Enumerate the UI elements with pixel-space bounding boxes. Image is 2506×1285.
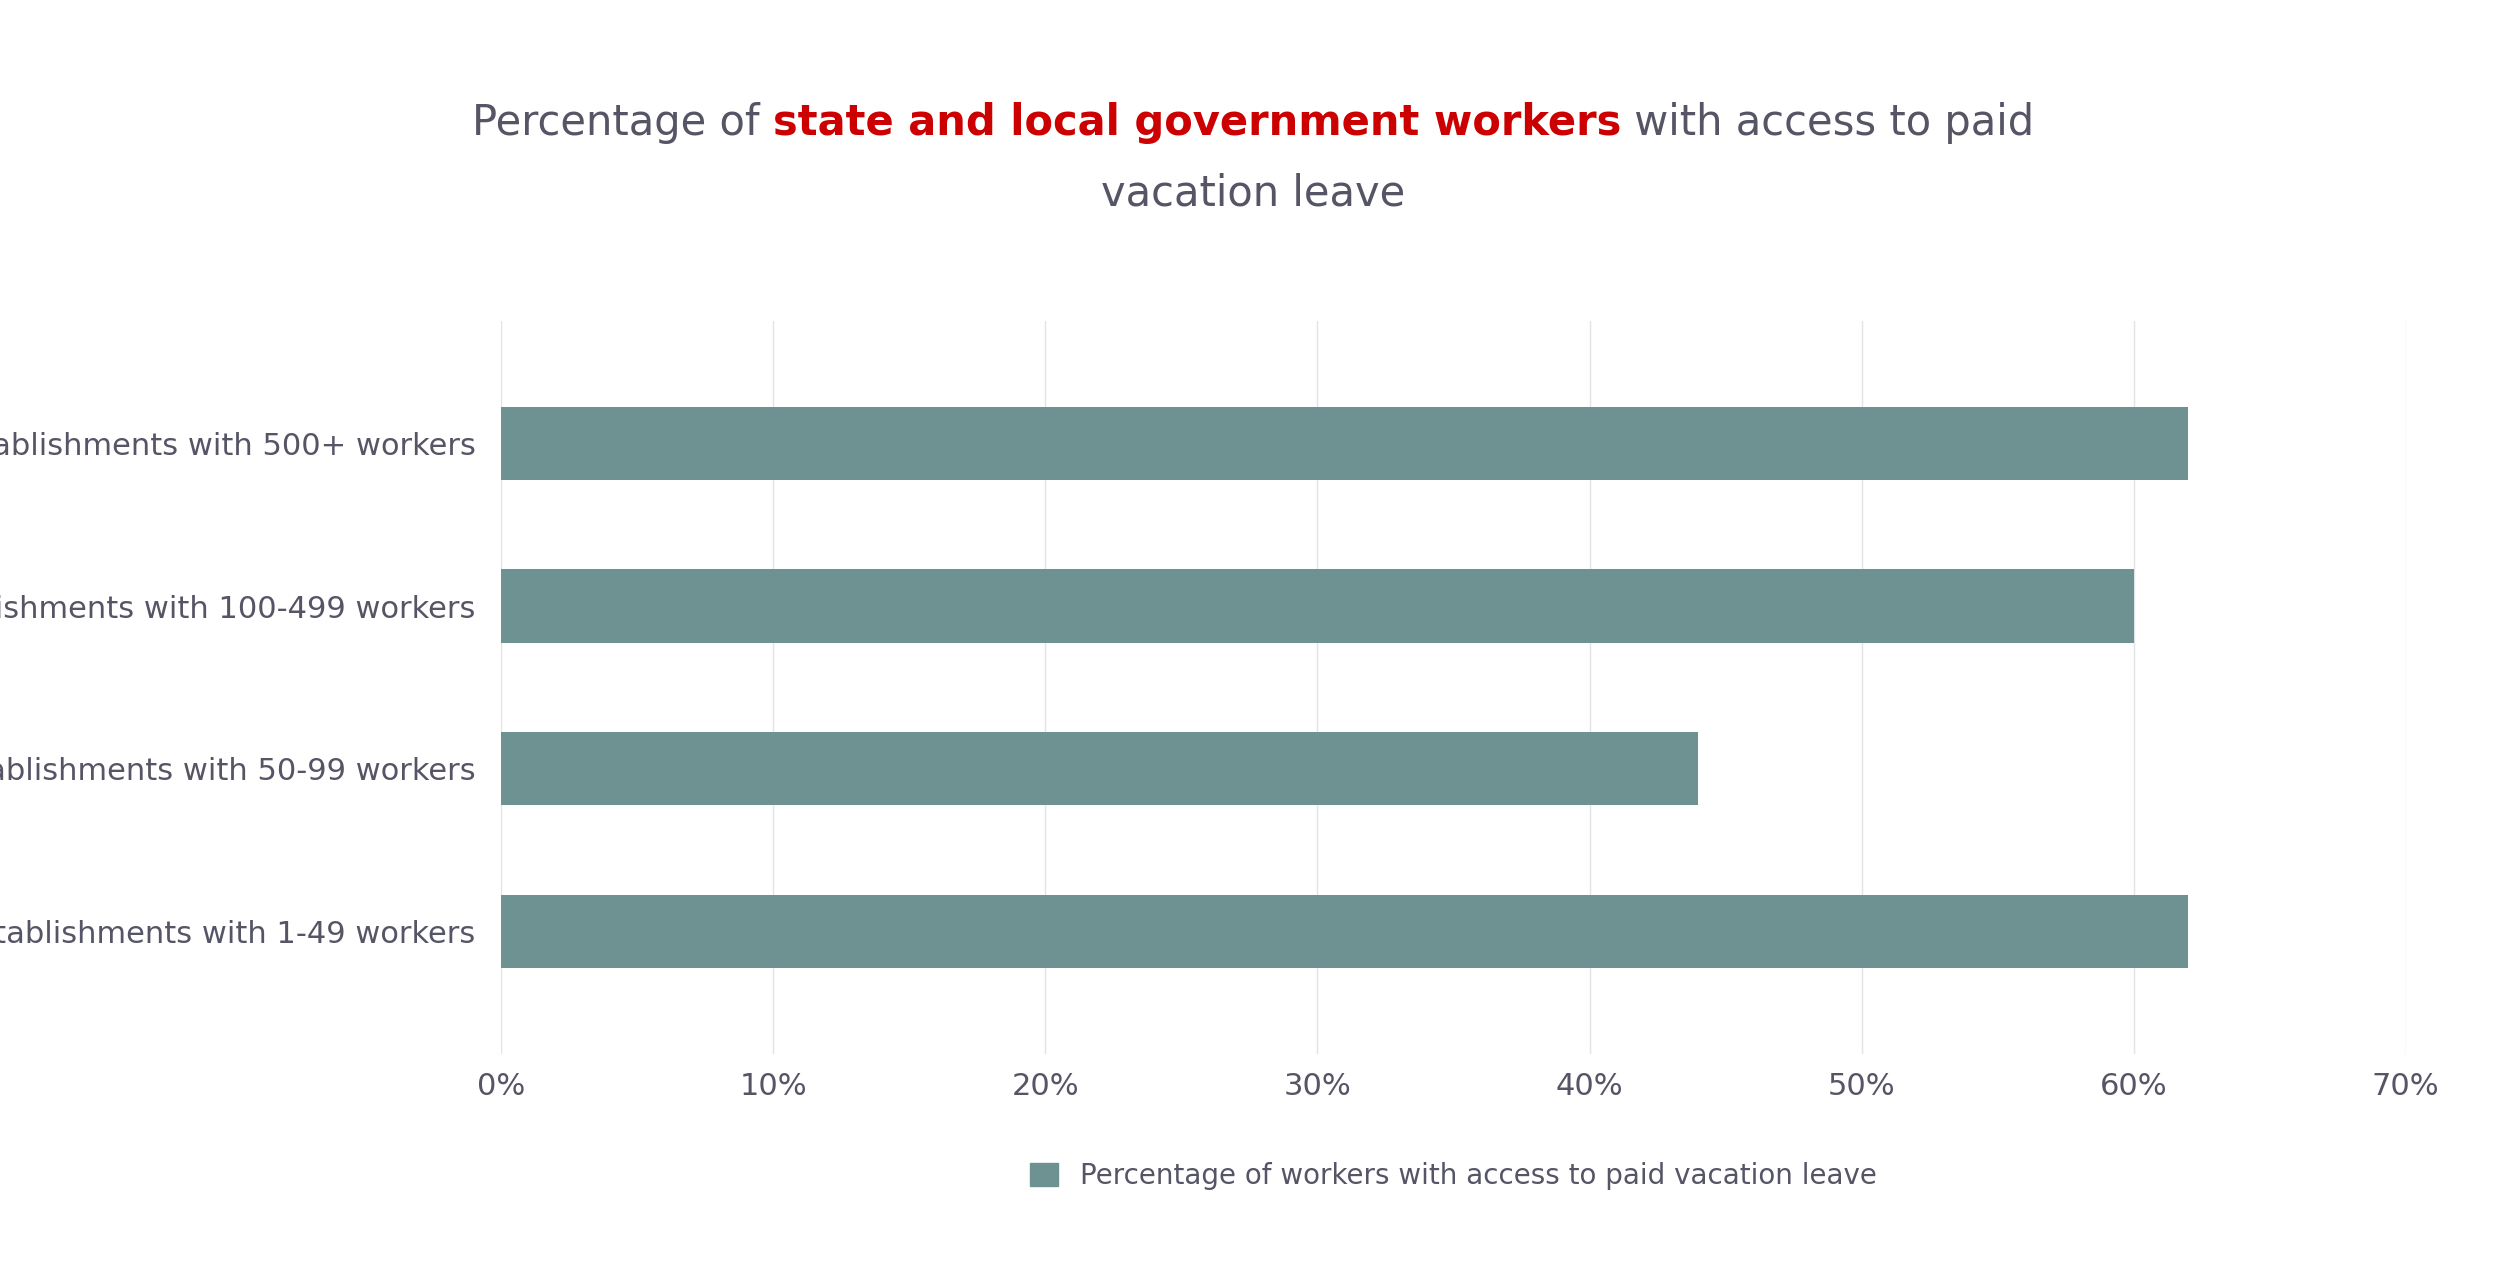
Legend: Percentage of workers with access to paid vacation leave: Percentage of workers with access to pai… <box>1020 1151 1887 1201</box>
Bar <box>501 406 2188 479</box>
Text: Percentage of: Percentage of <box>471 102 772 144</box>
Bar <box>501 894 2188 969</box>
Bar <box>501 569 2133 642</box>
Text: state and local government workers: state and local government workers <box>772 102 1621 144</box>
Bar <box>501 732 1699 806</box>
Text: vacation leave: vacation leave <box>1100 172 1406 215</box>
Text: with access to paid: with access to paid <box>1621 102 2035 144</box>
